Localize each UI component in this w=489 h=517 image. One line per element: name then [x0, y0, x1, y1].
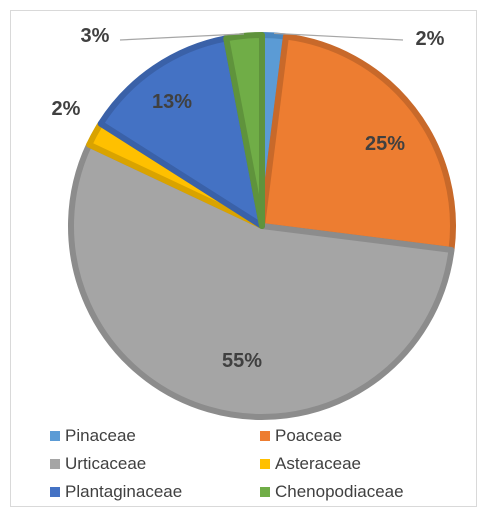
legend-label: Urticaceae: [65, 454, 147, 473]
legend-item-poaceae: Poaceae: [260, 424, 470, 448]
pie-slice-urticaceae: [68, 141, 455, 420]
data-label-asteraceae: 2%: [52, 98, 81, 120]
data-label-urticaceae: 55%: [222, 350, 262, 372]
data-label-poaceae: 25%: [365, 133, 405, 155]
legend-label: Plantaginaceae: [65, 482, 183, 501]
leader-line-chenopodiaceae: [119, 33, 245, 41]
legend-label: Asteraceae: [275, 454, 361, 473]
legend-label: Poaceae: [275, 426, 343, 445]
legend-item-plantaginaceae: Plantaginaceae: [50, 480, 260, 504]
legend-swatch: [260, 459, 270, 469]
data-label-chenopodiaceae: 3%: [81, 25, 110, 47]
leader-line-pinaceae: [273, 32, 404, 41]
chart-legend: Pinaceae Poaceae Urticaceae Asteraceae P…: [50, 424, 470, 504]
legend-label: Pinaceae: [65, 426, 136, 445]
pie-slice-chenopodiaceae: [223, 32, 265, 229]
pie-slice-plantaginaceae: [97, 35, 265, 229]
legend-swatch: [260, 487, 270, 497]
legend-item-asteraceae: Asteraceae: [260, 452, 470, 476]
data-label-plantaginaceae: 13%: [152, 91, 192, 113]
legend-swatch: [50, 431, 60, 441]
legend-swatch: [260, 431, 270, 441]
legend-swatch: [50, 487, 60, 497]
legend-swatch: [50, 459, 60, 469]
data-label-pinaceae: 2%: [416, 28, 445, 50]
legend-item-chenopodiaceae: Chenopodiaceae: [260, 480, 470, 504]
legend-item-pinaceae: Pinaceae: [50, 424, 260, 448]
legend-item-urticaceae: Urticaceae: [50, 452, 260, 476]
legend-label: Chenopodiaceae: [275, 482, 404, 501]
pie-slice-poaceae: [259, 33, 456, 253]
